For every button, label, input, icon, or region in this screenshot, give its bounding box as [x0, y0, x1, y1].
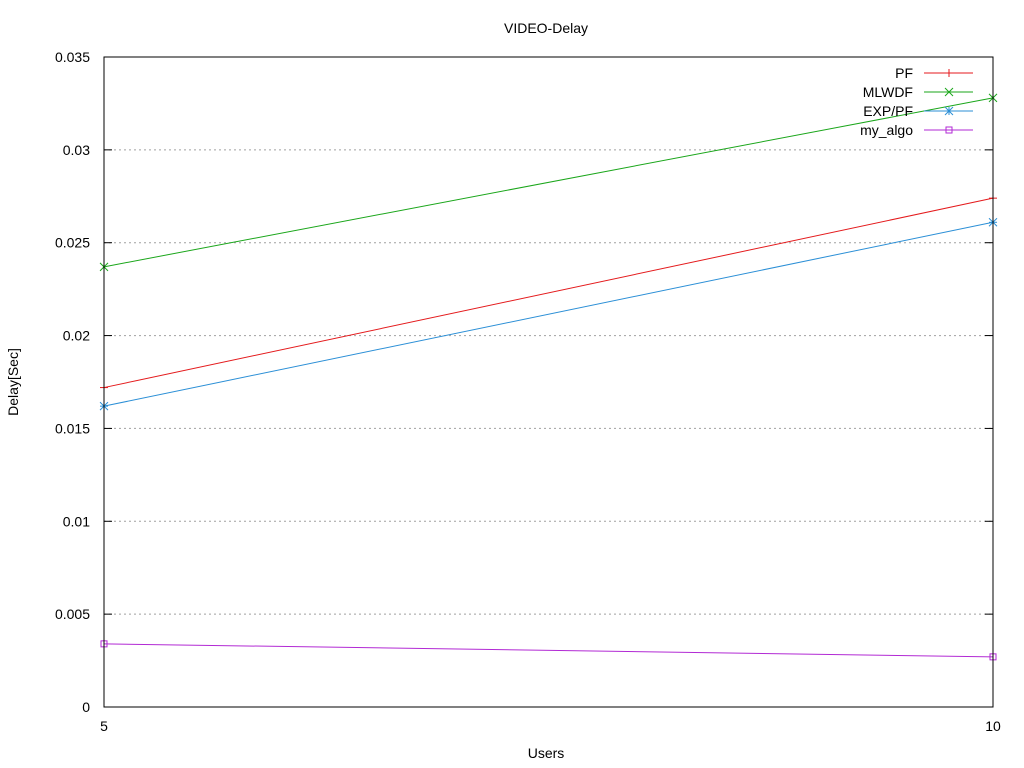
series-line-my-algo: [103, 643, 994, 658]
y-tick-label: 0.005: [55, 606, 90, 622]
legend-marker: [944, 87, 954, 97]
legend-marker: [945, 69, 953, 77]
x-axis-label: Users: [528, 745, 565, 761]
x-tick-label: 5: [100, 718, 108, 734]
legend-label: EXP/PF: [863, 103, 913, 119]
y-tick-label: 0.015: [55, 420, 90, 436]
y-tick-label: 0.025: [55, 235, 90, 251]
y-tick-label: 0.02: [63, 328, 90, 344]
x-axis-ticks: 5 10: [100, 57, 1001, 734]
grid-lines: [104, 149, 993, 615]
y-tick-label: 0.01: [63, 513, 90, 529]
legend-marker: [944, 106, 954, 116]
series-line-exp-pf: [103, 221, 994, 407]
y-tick-label: 0.03: [63, 142, 90, 158]
y-axis-ticks: 0 0.005 0.01 0.015 0.02 0.025 0.03 0.035: [55, 49, 993, 715]
legend-label: MLWDF: [863, 84, 913, 100]
legend-label: PF: [895, 65, 913, 81]
x-tick-label: 10: [985, 718, 1001, 734]
y-tick-label: 0.035: [55, 49, 90, 65]
series-group: [99, 93, 998, 661]
chart-title: VIDEO-Delay: [504, 20, 588, 36]
legend-marker: [945, 126, 953, 134]
y-axis-label: Delay[Sec]: [5, 348, 21, 416]
legend-label: my_algo: [860, 122, 913, 138]
plot-border: [103, 56, 994, 708]
y-tick-label: 0: [82, 699, 90, 715]
series-line-mlwdf: [103, 97, 994, 268]
series-line-pf: [103, 197, 994, 389]
legend: PF MLWDF EXP/PF my_algo: [860, 65, 973, 138]
